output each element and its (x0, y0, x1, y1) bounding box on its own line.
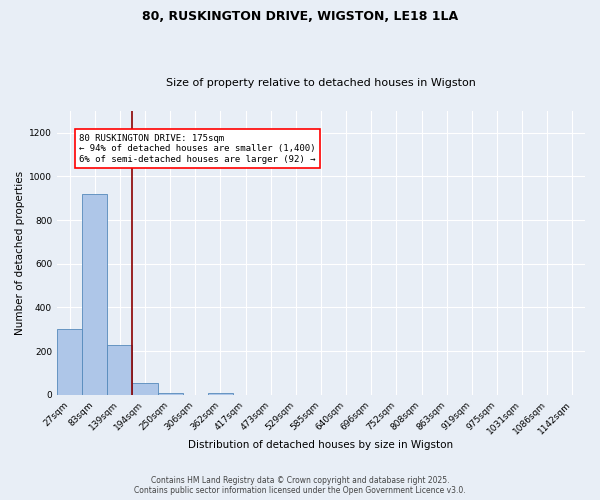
Bar (82, 194, 107, 395)
Text: 80 RUSKINGTON DRIVE: 175sqm
← 94% of detached houses are smaller (1,400)
6% of s: 80 RUSKINGTON DRIVE: 175sqm ← 94% of det… (79, 134, 316, 164)
Text: Contains HM Land Registry data © Crown copyright and database right 2025.
Contai: Contains HM Land Registry data © Crown c… (134, 476, 466, 495)
Bar (208, 393, 233, 395)
Bar (107, 344, 133, 395)
Title: Size of property relative to detached houses in Wigston: Size of property relative to detached ho… (166, 78, 476, 88)
Y-axis label: Number of detached properties: Number of detached properties (15, 171, 25, 335)
X-axis label: Distribution of detached houses by size in Wigston: Distribution of detached houses by size … (188, 440, 454, 450)
Bar (133, 383, 158, 395)
Bar (57, 330, 82, 395)
Text: 80, RUSKINGTON DRIVE, WIGSTON, LE18 1LA: 80, RUSKINGTON DRIVE, WIGSTON, LE18 1LA (142, 10, 458, 23)
Bar (158, 393, 183, 395)
